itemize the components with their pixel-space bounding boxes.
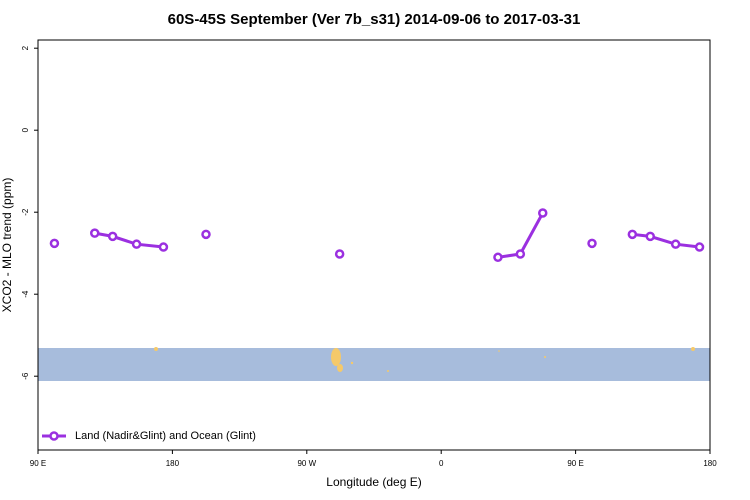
x-axis-label: Longitude (deg E) (326, 475, 421, 489)
data-point (694, 242, 705, 252)
y-axis-label: XCO2 - MLO trend (ppm) (0, 178, 14, 313)
land-inset (154, 347, 695, 372)
data-point (670, 239, 681, 249)
data-point (515, 249, 526, 259)
data-point (201, 229, 211, 240)
data-point (627, 229, 638, 240)
chart-title: 60S-45S September (Ver 7b_s31) 2014-09-0… (168, 11, 581, 28)
data-point (158, 242, 169, 252)
plot-frame (37, 39, 711, 451)
legend-marker (49, 431, 59, 441)
x-tick-label: 180 (703, 459, 717, 468)
y-tick-label: -2 (21, 208, 30, 216)
x-tick-label: 180 (166, 459, 180, 468)
data-point (334, 249, 345, 259)
y-tick-label: -4 (21, 290, 30, 298)
x-tick-label: 90 E (567, 459, 583, 468)
x-tick-label: 0 (439, 459, 444, 468)
latitude-band (38, 348, 710, 381)
data-point (587, 238, 597, 249)
x-tick-label: 90 W (297, 459, 316, 468)
data-point (493, 252, 503, 263)
legend-label: Land (Nadir&Glint) and Ocean (Glint) (75, 430, 256, 442)
y-tick-label: -6 (21, 372, 30, 380)
data-point (131, 239, 142, 249)
data-point (645, 231, 656, 242)
y-tick-label: 0 (21, 127, 30, 132)
data-point (89, 228, 100, 238)
series-line (94, 212, 700, 259)
x-tick-label: 90 E (30, 459, 46, 468)
data-point (537, 208, 548, 218)
y-tick-label: 2 (21, 45, 30, 50)
data-point (107, 231, 118, 242)
data-point (49, 238, 60, 249)
